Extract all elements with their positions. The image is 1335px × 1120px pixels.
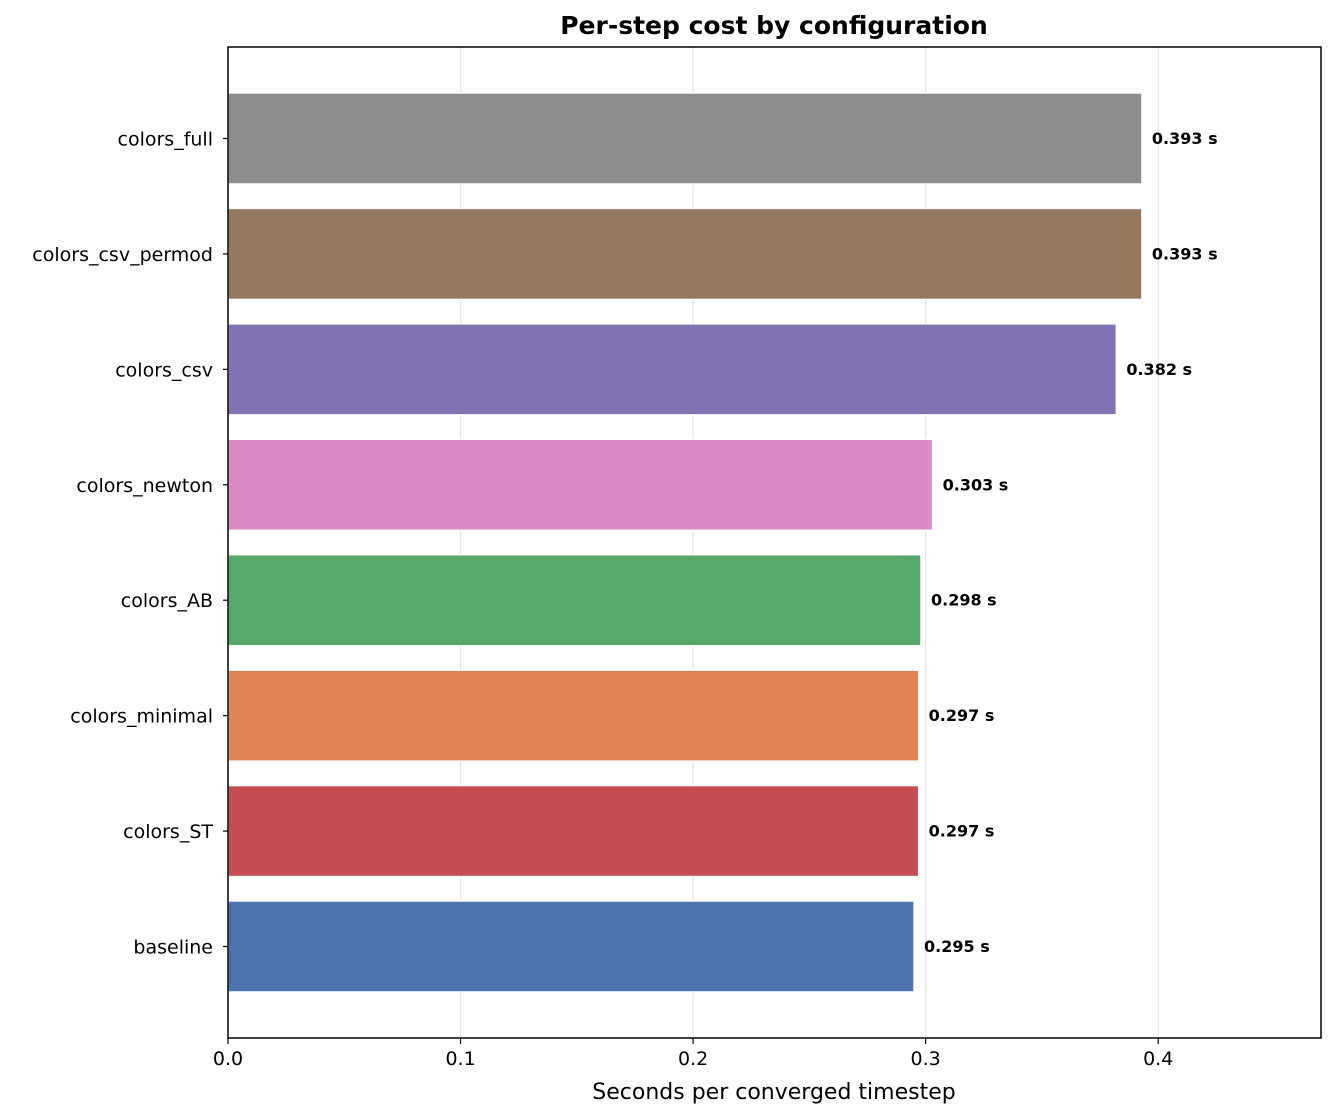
chart-title: Per-step cost by configuration (560, 11, 988, 40)
value-label: 0.393 s (1152, 129, 1218, 148)
category-label: colors_minimal (70, 706, 213, 728)
value-label: 0.303 s (943, 475, 1009, 494)
value-label: 0.297 s (929, 706, 995, 725)
bars-group (227, 92, 1143, 993)
x-axis-label: Seconds per converged timestep (592, 1080, 955, 1105)
value-labels-group: 0.393 s 0.393 s 0.382 s 0.303 s 0.298 s 0.297… (924, 129, 1218, 956)
x-axis-ticks: 0.0 0.1 0.2 0.3 0.4 (213, 1038, 1173, 1070)
category-label: colors_csv_permod (32, 244, 213, 266)
bar-colors-csv (227, 323, 1118, 416)
value-label: 0.382 s (1126, 360, 1192, 379)
bar-colors-minimal (227, 669, 920, 762)
x-tick-label: 0.3 (911, 1048, 941, 1070)
value-label: 0.393 s (1152, 244, 1218, 263)
bar-colors-full (227, 92, 1143, 185)
category-labels-group: colors_full colors_csv_permod colors_csvco… (32, 129, 228, 959)
value-label: 0.295 s (924, 937, 990, 956)
bar-colors-csv-permod (227, 207, 1143, 301)
value-label: 0.298 s (931, 591, 997, 610)
grid-lines (459, 47, 1159, 1038)
category-label: colors_full (118, 129, 213, 151)
x-tick-label: 0.2 (678, 1048, 708, 1070)
bar-baseline (227, 900, 915, 993)
category-label: baseline (133, 937, 213, 959)
value-label: 0.297 s (929, 822, 995, 841)
x-tick-label: 0.1 (445, 1048, 475, 1070)
category-label: colors_ST (123, 821, 213, 843)
category-label: colors_csv (115, 359, 213, 381)
plot-frame (227, 46, 1322, 1039)
bar-colors-ab (227, 553, 922, 647)
bar-colors-newton (227, 438, 934, 532)
x-tick-label: 0.0 (213, 1048, 243, 1070)
bar-colors-st (227, 784, 920, 878)
x-tick-label: 0.4 (1143, 1048, 1173, 1070)
category-label: colors_AB (121, 590, 213, 612)
category-label: colors_newton (76, 475, 213, 497)
